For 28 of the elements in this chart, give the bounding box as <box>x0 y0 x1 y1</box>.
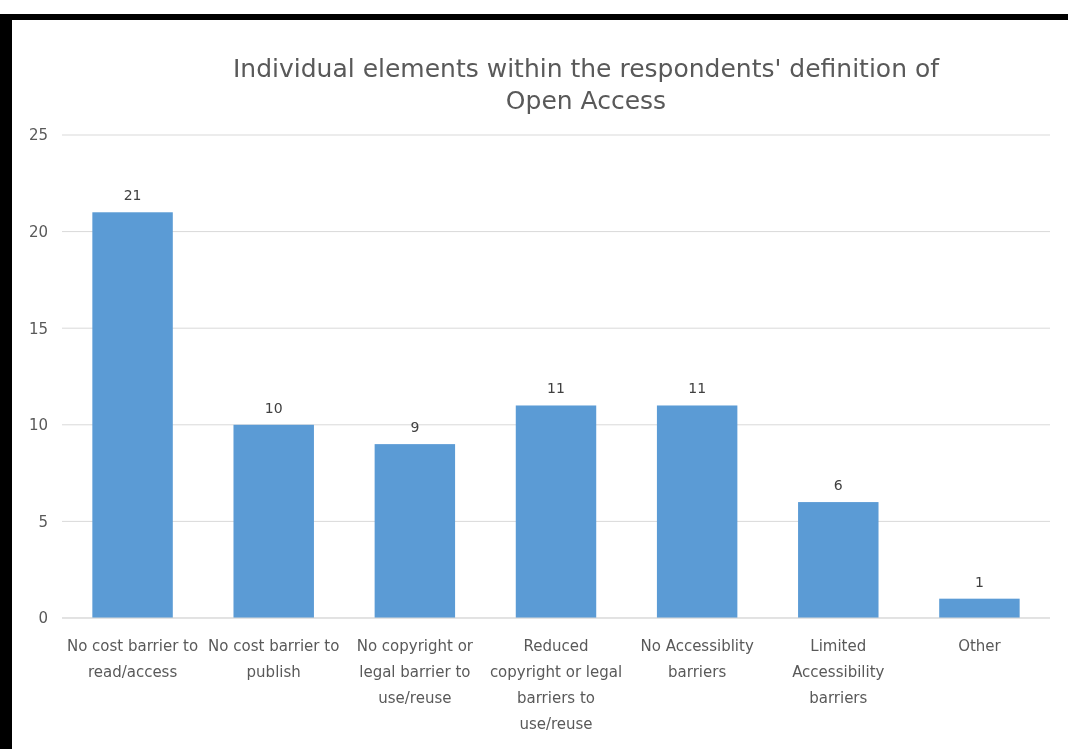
y-tick-label: 5 <box>38 512 48 531</box>
bar <box>515 405 597 618</box>
data-label: 6 <box>833 477 843 494</box>
y-tick-label: 25 <box>28 126 48 145</box>
data-label: 9 <box>410 419 420 436</box>
bar <box>233 424 314 618</box>
y-tick-label: 20 <box>28 222 48 241</box>
y-tick-label: 0 <box>38 609 48 628</box>
y-tick-label: 15 <box>28 319 48 338</box>
x-tick-label: No cost barrier to read/access <box>66 637 199 681</box>
bar <box>939 598 1020 618</box>
chart-title: Individual elements within the respondents' definition of Open Access <box>232 54 941 115</box>
data-label: 10 <box>264 399 283 416</box>
x-tick-label: Other <box>958 637 1002 655</box>
data-label: 11 <box>688 380 707 397</box>
data-label: 21 <box>123 187 142 204</box>
x-tick-label: Limited Accessibility barriers <box>792 637 885 707</box>
x-tick-label: No cost barrier to publish <box>208 637 340 681</box>
bar <box>656 405 738 618</box>
data-label: 11 <box>547 380 565 397</box>
x-tick-label: No Accessiblity barriers <box>640 637 754 681</box>
bar <box>92 212 173 618</box>
bar <box>374 444 456 618</box>
x-tick-label: Reduced copyright or legal barriers to use/reuse <box>489 637 623 733</box>
y-tick-label: 10 <box>28 416 48 435</box>
bar <box>798 502 879 618</box>
x-tick-label: No copyright or legal barrier to use/reuse <box>356 637 474 707</box>
data-label: 1 <box>974 573 984 590</box>
